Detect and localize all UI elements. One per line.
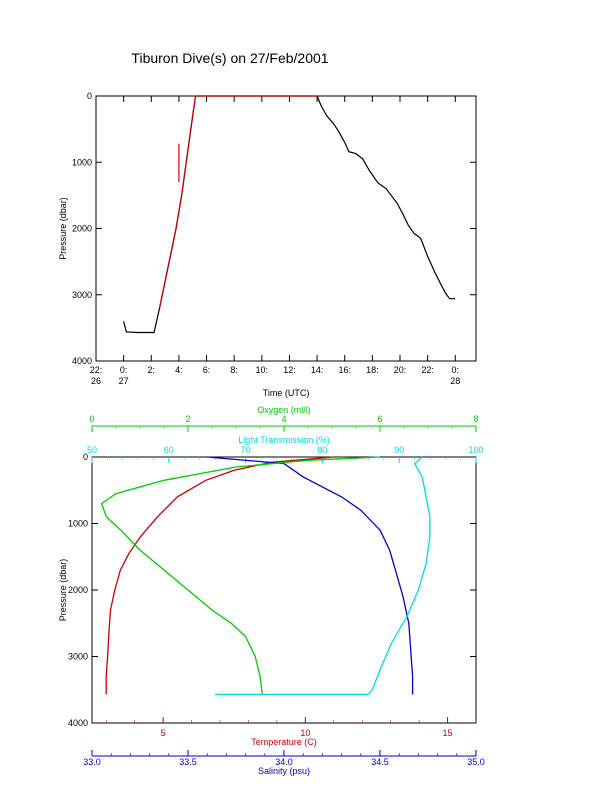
chart1-ytick-label-3: 3000 bbox=[72, 290, 92, 300]
chart1-xtick-label-7: 12: bbox=[283, 365, 296, 375]
chart2-axis-title-3: Light Transmission (%) bbox=[238, 435, 330, 445]
chart2-axis-title-1: Salinity (psu) bbox=[258, 766, 310, 776]
chart2-axis1-tick-label-1: 33.5 bbox=[179, 757, 197, 767]
chart1-xtick-label-4: 6: bbox=[203, 365, 211, 375]
chart1-series-1 bbox=[159, 95, 318, 309]
chart1-xtick-label-1: 0: bbox=[120, 365, 128, 375]
chart2-series-1 bbox=[207, 456, 414, 695]
chart1-xtick-label2-1: 27 bbox=[119, 376, 129, 386]
chart2-axis3-tick-label-2: 70 bbox=[241, 445, 251, 455]
chart1-ylabel: Pressure (dbar) bbox=[58, 197, 68, 260]
chart2-axis2-tick-label-2: 4 bbox=[281, 414, 286, 424]
chart2-ytick-label-4: 4000 bbox=[68, 718, 88, 728]
chart1-xtick-label-8: 14: bbox=[311, 365, 324, 375]
chart2-axis1-tick-label-3: 34.5 bbox=[371, 757, 389, 767]
chart1-xtick-label-13: 0: bbox=[452, 365, 460, 375]
chart2-axis0-tick-label-0: 5 bbox=[161, 728, 166, 738]
chart2-ytick-label-0: 0 bbox=[83, 452, 88, 462]
chart2-series-3 bbox=[214, 456, 431, 696]
chart2-axis3-tick-label-5: 100 bbox=[468, 445, 483, 455]
chart1-ytick-label-0: 0 bbox=[87, 91, 92, 101]
chart2-axis1-tick-label-4: 35.0 bbox=[467, 757, 485, 767]
chart2-ytick-label-3: 3000 bbox=[68, 652, 88, 662]
chart2-axis-title-0: Temperature (C) bbox=[251, 737, 317, 747]
chart1-series-0 bbox=[123, 95, 456, 334]
chart1-ytick-label-4: 4000 bbox=[72, 356, 92, 366]
chart1-xtick-label-3: 4: bbox=[175, 365, 183, 375]
chart1-xtick-label-12: 22: bbox=[421, 365, 434, 375]
chart1-xlabel: Time (UTC) bbox=[263, 388, 310, 398]
chart2-axis3-tick-label-3: 80 bbox=[317, 445, 327, 455]
chart2-ytick-label-2: 2000 bbox=[68, 585, 88, 595]
chart1-xtick-label-11: 20: bbox=[394, 365, 407, 375]
chart2-axis1-tick-label-0: 33.0 bbox=[83, 757, 101, 767]
chart1-xtick-label-10: 18: bbox=[366, 365, 379, 375]
chart1-xtick-label2-0: 26 bbox=[91, 376, 101, 386]
chart2-axis0-tick-label-2: 15 bbox=[443, 728, 453, 738]
chart1-ytick-label-1: 1000 bbox=[72, 157, 92, 167]
chart2-axis2-tick-label-4: 8 bbox=[473, 414, 478, 424]
chart2-axis3-tick-label-4: 90 bbox=[394, 445, 404, 455]
chart2-ylabel: Pressure (dbar) bbox=[58, 559, 68, 622]
chart2-axis2-tick-label-3: 6 bbox=[377, 414, 382, 424]
chart1-ytick-label-2: 2000 bbox=[72, 224, 92, 234]
chart1-xtick-label-6: 10: bbox=[256, 365, 269, 375]
chart1-xtick-label-5: 8: bbox=[230, 365, 238, 375]
chart2-axis1-tick-label-2: 34.0 bbox=[275, 757, 293, 767]
chart1-xtick-label-9: 16: bbox=[338, 365, 351, 375]
chart2-axis-title-2: Oxygen (ml/l) bbox=[257, 405, 311, 415]
chart1-xtick-label2-13: 28 bbox=[450, 376, 460, 386]
chart2-ytick-label-1: 1000 bbox=[68, 519, 88, 529]
chart2-series-2 bbox=[100, 456, 381, 695]
chart2-axis3-tick-label-0: 50 bbox=[87, 445, 97, 455]
chart2-axis0-tick-label-1: 10 bbox=[300, 728, 310, 738]
chart1-frame bbox=[95, 95, 477, 362]
chart1-xtick-label-0: 22: bbox=[90, 365, 103, 375]
page-title: Tiburon Dive(s) on 27/Feb/2001 bbox=[131, 50, 329, 66]
chart2-series-0 bbox=[105, 456, 334, 695]
chart1-xtick-label-2: 2: bbox=[148, 365, 156, 375]
chart2-axis2-tick-label-0: 0 bbox=[89, 414, 94, 424]
chart2-axis3-tick-label-1: 60 bbox=[164, 445, 174, 455]
chart2-axis2-tick-label-1: 2 bbox=[185, 414, 190, 424]
